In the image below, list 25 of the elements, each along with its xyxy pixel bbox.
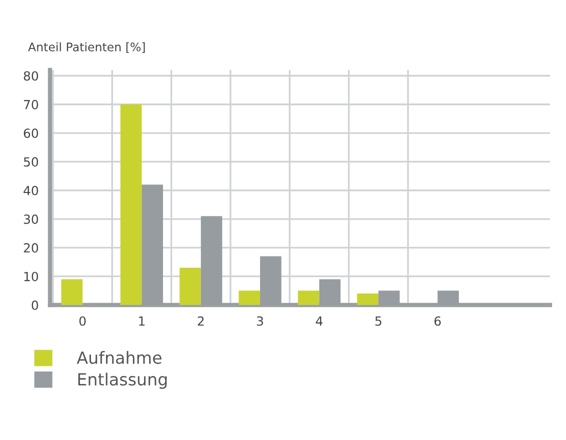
- x-tick-label: 4: [316, 316, 323, 326]
- bar: [180, 268, 201, 305]
- y-axis-title: Anteil Patienten [%]: [28, 42, 145, 53]
- y-tick-label: 30: [24, 214, 38, 224]
- y-tick-label: 10: [24, 272, 38, 282]
- x-tick-label: 6: [434, 316, 441, 326]
- x-tick-label: 2: [198, 316, 204, 326]
- y-tick-label: 0: [32, 300, 38, 310]
- bar: [120, 104, 142, 305]
- bar: [298, 290, 320, 305]
- y-tick-label: 60: [24, 128, 38, 138]
- x-tick-label: 5: [375, 316, 382, 326]
- y-tick-label: 80: [24, 71, 38, 81]
- x-tick-label: 1: [139, 316, 145, 326]
- y-tick-label: 70: [24, 100, 38, 110]
- bar: [238, 290, 260, 305]
- legend-label: Aufnahme: [76, 351, 162, 364]
- y-tick-label: 20: [24, 243, 38, 253]
- bar: [61, 279, 83, 305]
- x-tick-label: 3: [257, 316, 264, 326]
- legend-label: Entlassung: [78, 372, 167, 389]
- x-tick-label: 0: [79, 316, 86, 326]
- y-tick-label: 50: [24, 157, 38, 167]
- y-tick-label: 40: [24, 186, 38, 196]
- bar: [357, 294, 378, 305]
